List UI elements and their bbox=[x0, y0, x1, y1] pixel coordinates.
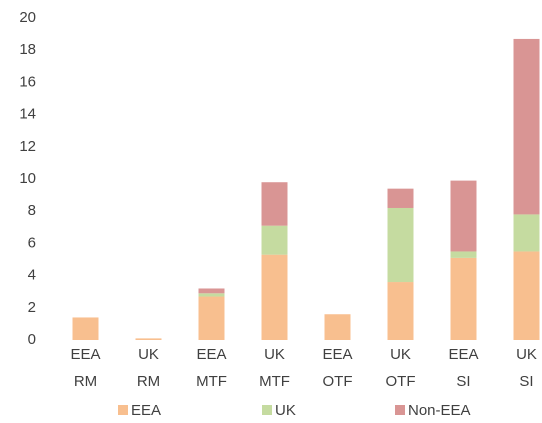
y-tick-label: 20 bbox=[19, 9, 36, 26]
x-tick-label: SI bbox=[519, 373, 533, 390]
bar-segment bbox=[513, 251, 540, 340]
x-tick-label: UK bbox=[516, 346, 537, 363]
x-tick-label: MTF bbox=[196, 373, 227, 390]
bar-segment bbox=[198, 296, 225, 340]
bar-segment bbox=[261, 254, 288, 340]
x-tick-label: EEA bbox=[448, 346, 478, 363]
y-tick-label: 14 bbox=[19, 106, 36, 123]
x-tick-label: SI bbox=[456, 373, 470, 390]
x-tick-label: RM bbox=[74, 373, 97, 390]
x-tick-label: MTF bbox=[259, 373, 290, 390]
x-tick-label: EEA bbox=[322, 346, 352, 363]
x-tick-label: RM bbox=[137, 373, 160, 390]
bar-segment bbox=[387, 282, 414, 340]
y-tick-label: 10 bbox=[19, 170, 36, 187]
bar-segment bbox=[513, 38, 540, 215]
x-tick-label: UK bbox=[264, 346, 285, 363]
bar-segment bbox=[513, 214, 540, 252]
y-tick-label: 4 bbox=[28, 267, 36, 284]
bar-segment bbox=[450, 251, 477, 258]
x-tick-label: UK bbox=[390, 346, 411, 363]
y-tick-label: 6 bbox=[28, 234, 36, 251]
bar-segment bbox=[450, 257, 477, 340]
y-tick-label: 12 bbox=[19, 138, 36, 155]
legend-label: UK bbox=[275, 402, 296, 419]
bar-segment bbox=[261, 182, 288, 226]
y-tick-label: 2 bbox=[28, 299, 36, 316]
bar-segment bbox=[198, 293, 225, 297]
bar-segment bbox=[135, 338, 162, 340]
bar-segment bbox=[324, 314, 351, 340]
y-tick-label: 8 bbox=[28, 202, 36, 219]
bar-segment bbox=[72, 317, 99, 340]
legend-swatch bbox=[262, 405, 272, 415]
bar-segment bbox=[387, 188, 414, 208]
bar-segment bbox=[450, 180, 477, 252]
legend-label: Non-EEA bbox=[408, 402, 471, 419]
x-tick-label: EEA bbox=[196, 346, 226, 363]
x-tick-label: OTF bbox=[386, 373, 416, 390]
bar-segment bbox=[261, 225, 288, 255]
x-tick-label: EEA bbox=[70, 346, 100, 363]
legend-label: EEA bbox=[131, 402, 161, 419]
y-tick-label: 0 bbox=[28, 331, 36, 348]
y-tick-label: 18 bbox=[19, 41, 36, 58]
legend-swatch bbox=[395, 405, 405, 415]
bar-segment bbox=[387, 207, 414, 283]
bar-segment bbox=[198, 288, 225, 294]
x-tick-label: UK bbox=[138, 346, 159, 363]
y-tick-label: 16 bbox=[19, 73, 36, 90]
legend-swatch bbox=[118, 405, 128, 415]
x-tick-label: OTF bbox=[323, 373, 353, 390]
